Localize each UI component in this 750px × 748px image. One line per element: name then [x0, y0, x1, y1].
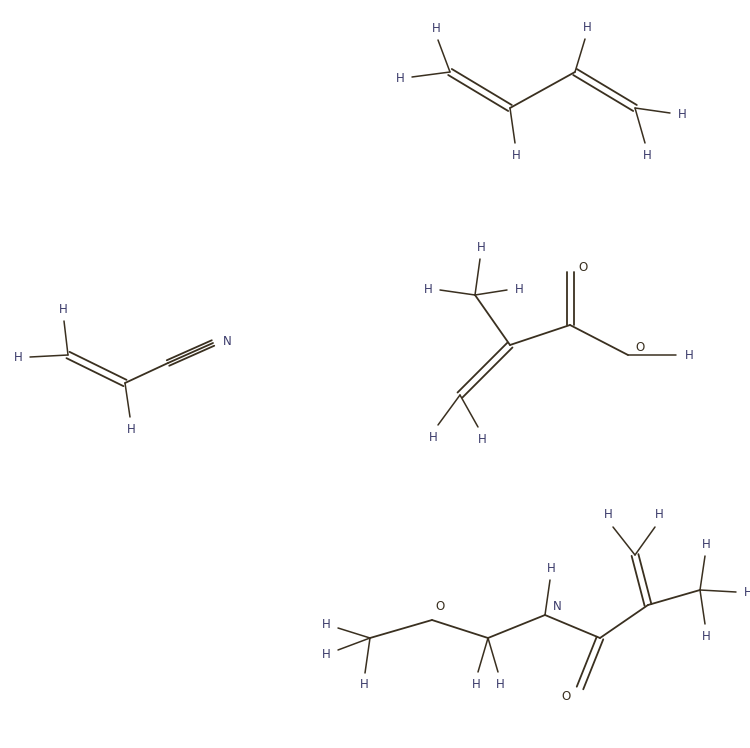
Text: H: H — [583, 20, 591, 34]
Text: H: H — [685, 349, 693, 361]
Text: H: H — [58, 302, 68, 316]
Text: H: H — [643, 149, 651, 162]
Text: O: O — [561, 690, 571, 702]
Text: H: H — [13, 351, 22, 364]
Text: H: H — [472, 678, 480, 690]
Text: H: H — [514, 283, 523, 295]
Text: H: H — [678, 108, 686, 120]
Text: H: H — [322, 648, 330, 660]
Text: H: H — [702, 538, 710, 551]
Text: N: N — [553, 601, 561, 613]
Text: H: H — [429, 431, 437, 444]
Text: N: N — [223, 334, 231, 348]
Text: H: H — [432, 22, 440, 34]
Text: H: H — [743, 586, 750, 598]
Text: H: H — [396, 72, 404, 85]
Text: H: H — [322, 619, 330, 631]
Text: H: H — [360, 678, 368, 691]
Text: H: H — [478, 432, 486, 446]
Text: H: H — [496, 678, 504, 690]
Text: H: H — [127, 423, 135, 435]
Text: O: O — [435, 599, 445, 613]
Text: O: O — [578, 260, 588, 274]
Text: H: H — [702, 630, 710, 643]
Text: H: H — [604, 509, 612, 521]
Text: H: H — [655, 509, 663, 521]
Text: H: H — [477, 241, 485, 254]
Text: H: H — [547, 562, 555, 574]
Text: O: O — [635, 340, 644, 354]
Text: H: H — [424, 283, 432, 295]
Text: H: H — [512, 149, 520, 162]
